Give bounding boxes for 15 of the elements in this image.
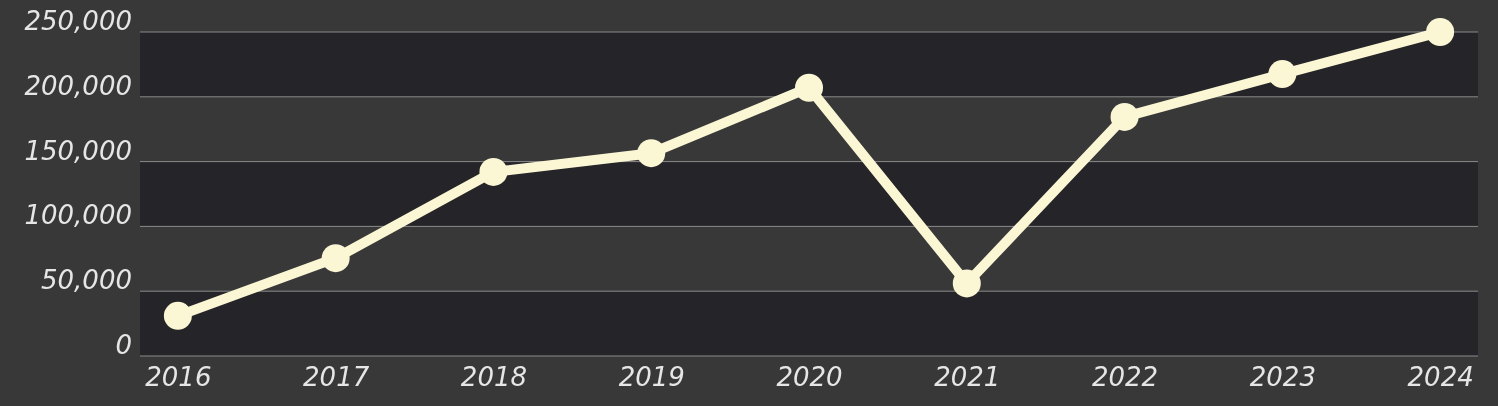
- x-tick-label: 2019: [618, 362, 685, 393]
- y-tick-label: 250,000: [24, 5, 132, 36]
- x-tick-label: 2020: [776, 362, 843, 393]
- x-tick-label: 2024: [1407, 362, 1474, 393]
- x-tick-label: 2021: [934, 362, 1001, 393]
- y-tick-label: 200,000: [24, 70, 132, 101]
- x-tick-label: 2018: [460, 362, 528, 393]
- x-tick-label: 2022: [1091, 362, 1159, 393]
- y-tick-label: 0: [115, 329, 132, 360]
- y-tick-label: 50,000: [41, 265, 132, 296]
- x-tick-label: 2017: [303, 362, 370, 393]
- x-tick-label: 2023: [1249, 362, 1316, 393]
- y-tick-label: 100,000: [24, 200, 132, 231]
- x-tick-label: 2016: [145, 362, 212, 393]
- y-tick-label: 150,000: [24, 135, 132, 166]
